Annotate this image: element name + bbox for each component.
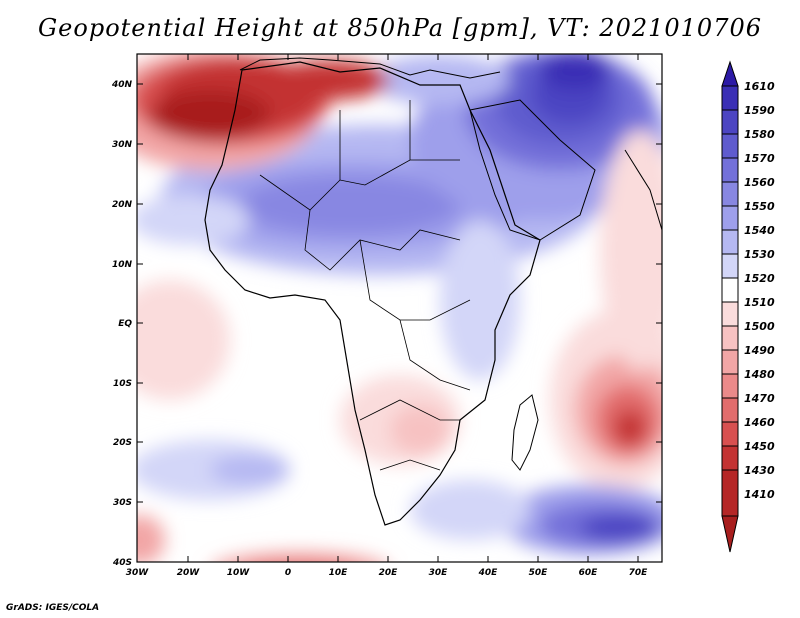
lat-label-20n: 20N — [112, 200, 133, 210]
colorbar-swatch-1460 — [721, 397, 739, 423]
colorbar-swatch-1410 — [721, 469, 739, 517]
lat-label-10n: 10N — [112, 260, 133, 270]
colorbar-label-1540: 1540 — [744, 224, 775, 237]
lon-label-30e: 30E — [429, 568, 449, 578]
arabia-coastline — [469, 99, 596, 241]
lon-label-30w: 30W — [126, 568, 150, 578]
lon-label-10e: 10E — [329, 568, 349, 578]
colorbar-label-1580: 1580 — [744, 128, 775, 141]
colorbar-label-1550: 1550 — [744, 200, 775, 213]
lon-label-20e: 20E — [379, 568, 399, 578]
colorbar-swatch-1580 — [721, 109, 739, 135]
latitude-axis: 40N 30N 20N 10N EQ 10S 20S 30S 40S — [111, 80, 662, 568]
colorbar-swatch-1510 — [721, 277, 739, 303]
lon-label-50e: 50E — [529, 568, 549, 578]
colorbar-label-1460: 1460 — [744, 416, 775, 429]
colorbar-swatch-1490 — [721, 325, 739, 351]
colorbar-swatch-1480 — [721, 349, 739, 375]
colorbar-bottom-arrow — [721, 515, 739, 553]
map-frame — [136, 53, 663, 563]
colorbar-top-arrow — [721, 60, 739, 87]
lat-label-40n: 40N — [111, 80, 133, 90]
india-coastline — [624, 149, 662, 231]
colorbar-swatch-1500 — [721, 301, 739, 327]
colorbar-swatch-1590 — [721, 85, 739, 111]
colorbar-label-1490: 1490 — [744, 344, 775, 357]
longitude-axis: 30W 20W 10W 0 10E 20E 30E 40E 50E 60E 70… — [126, 54, 648, 578]
lat-label-30n: 30N — [112, 140, 133, 150]
lat-label-20s: 20S — [113, 438, 132, 448]
colorbar-swatch-1450 — [721, 421, 739, 447]
colorbar-swatch-1530 — [721, 229, 739, 255]
colorbar-label-1610: 1610 — [744, 80, 775, 93]
europe-coastline — [239, 57, 501, 79]
colorbar-label-1500: 1500 — [744, 320, 775, 333]
lat-label-30s: 30S — [113, 498, 132, 508]
colorbar-swatch-1570 — [721, 133, 739, 159]
geopotential-field — [137, 54, 662, 562]
colorbar-label-1480: 1480 — [744, 368, 775, 381]
madagascar-coastline — [511, 394, 539, 471]
colorbar-label-1590: 1590 — [744, 104, 775, 117]
colorbar-label-1450: 1450 — [744, 440, 775, 453]
map-title: Geopotential Height at 850hPa [gpm], VT:… — [38, 14, 762, 42]
lat-label-40s: 40S — [112, 558, 132, 568]
colorbar-label-1560: 1560 — [744, 176, 775, 189]
lon-label-70e: 70E — [629, 568, 649, 578]
lon-label-0: 0 — [285, 568, 291, 578]
colorbar-label-1410: 1410 — [744, 488, 775, 501]
colorbar-swatch-1520 — [721, 253, 739, 279]
colorbar-swatch-1550 — [721, 181, 739, 207]
colorbar-label-1470: 1470 — [744, 392, 775, 405]
lon-label-40e: 40E — [478, 568, 499, 578]
colorbar-swatch-1470 — [721, 373, 739, 399]
country-borders — [259, 100, 471, 471]
africa-coastline — [204, 61, 541, 526]
grads-credit: GrADS: IGES/COLA — [6, 603, 100, 613]
colorbar-swatch-1430 — [721, 445, 739, 471]
lon-label-20w: 20W — [177, 568, 201, 578]
lat-label-eq: EQ — [118, 319, 132, 329]
colorbar-swatch-1560 — [721, 157, 739, 183]
colorbar-label-1510: 1510 — [744, 296, 775, 309]
lat-label-10s: 10S — [113, 379, 132, 389]
lon-label-10w: 10W — [227, 568, 251, 578]
colorbar-label-1570: 1570 — [744, 152, 775, 165]
colorbar: 1610 1590 1580 1570 1560 1550 1540 1530 … — [721, 60, 775, 553]
colorbar-label-1530: 1530 — [744, 248, 775, 261]
colorbar-label-1520: 1520 — [744, 272, 775, 285]
lon-label-60e: 60E — [579, 568, 599, 578]
colorbar-swatch-1540 — [721, 205, 739, 231]
colorbar-label-1430: 1430 — [744, 464, 775, 477]
